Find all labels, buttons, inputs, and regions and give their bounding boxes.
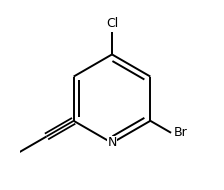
Text: Br: Br (174, 126, 188, 139)
Text: Cl: Cl (106, 17, 118, 29)
Text: N: N (107, 136, 117, 150)
